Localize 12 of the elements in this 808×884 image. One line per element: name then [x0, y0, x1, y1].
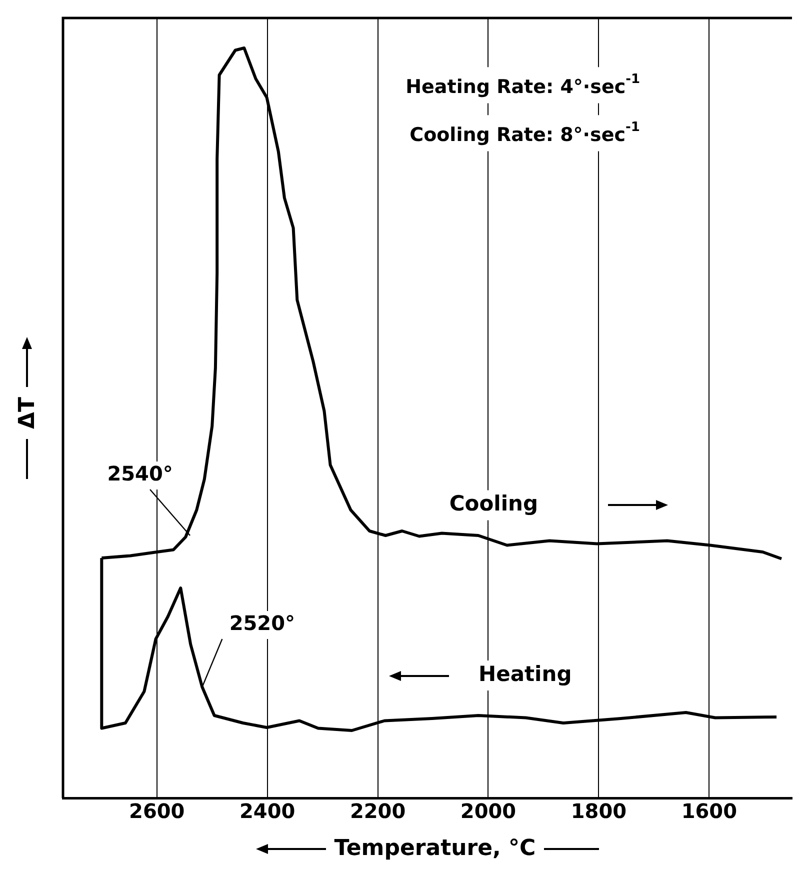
x-axis-title: Temperature, °C	[334, 836, 536, 861]
x-tick-label: 1800	[570, 799, 627, 824]
y-axis-title: ΔT	[14, 396, 40, 430]
annotation: 2540°	[107, 462, 173, 486]
x-tick-label: 1600	[681, 799, 737, 824]
x-tick-label: 2600	[129, 799, 185, 824]
x-tick-label: 2400	[240, 799, 296, 824]
x-tick-label: 2000	[460, 799, 516, 824]
x-tick-label: 2200	[350, 799, 406, 824]
annotation: 2520°	[229, 611, 296, 636]
legend-label: Heating	[478, 662, 572, 686]
series-label: Cooling	[449, 492, 538, 516]
